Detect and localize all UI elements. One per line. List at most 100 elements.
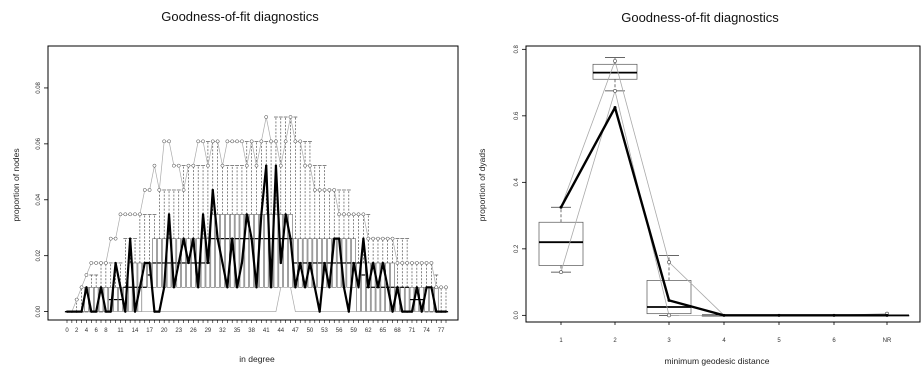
box xyxy=(264,214,269,288)
left-x-axis-label: in degree xyxy=(239,354,275,364)
outlier-point xyxy=(278,163,283,168)
observed-point xyxy=(211,188,214,192)
outlier-point xyxy=(322,188,327,192)
observed-point xyxy=(75,310,78,313)
observed-point xyxy=(308,261,312,265)
outlier-point xyxy=(337,212,341,217)
observed-point xyxy=(885,313,889,317)
observed-point xyxy=(99,286,103,289)
left-chart-title: Goodness-of-fit diagnostics xyxy=(161,9,319,24)
box xyxy=(361,262,366,312)
observed-point xyxy=(250,237,253,240)
outlier-point xyxy=(94,261,99,265)
outlier-point xyxy=(249,139,254,144)
outlier-point xyxy=(410,261,414,265)
observed-point xyxy=(318,310,321,313)
outlier-point xyxy=(380,236,385,241)
outlier-point xyxy=(439,285,443,290)
observed-point xyxy=(109,310,112,313)
observed-point xyxy=(832,313,836,317)
x-tick-label: 77 xyxy=(438,328,445,334)
observed-point xyxy=(90,310,93,313)
simulation-lower-line xyxy=(67,286,446,312)
observed-point xyxy=(401,310,404,313)
observed-point xyxy=(333,237,336,240)
outlier-point xyxy=(99,261,103,265)
x-tick-label: 65 xyxy=(379,328,386,334)
observed-point xyxy=(425,286,428,289)
observed-point xyxy=(153,310,156,313)
observed-point xyxy=(240,261,244,265)
observed-point xyxy=(420,310,423,313)
outlier-point xyxy=(342,212,346,217)
outlier-point xyxy=(298,139,303,144)
left-y-axis-label: proportion of nodes xyxy=(11,148,21,221)
observed-point xyxy=(435,310,438,313)
outlier-point xyxy=(274,139,278,144)
outlier-point xyxy=(84,273,89,277)
x-tick-label: NR xyxy=(883,338,892,344)
observed-point xyxy=(226,286,229,289)
observed-point xyxy=(323,261,326,265)
observed-point xyxy=(372,261,375,265)
outlier-point xyxy=(559,270,563,275)
outlier-point xyxy=(152,163,157,168)
right-marks xyxy=(538,57,910,318)
box xyxy=(273,214,279,288)
left-marks xyxy=(64,115,449,313)
observed-point xyxy=(221,261,224,265)
outlier-point xyxy=(167,139,171,144)
observed-point xyxy=(65,310,69,313)
observed-point xyxy=(352,261,355,265)
right-y-axis-label: proportion of dyads xyxy=(477,149,487,222)
observed-point xyxy=(163,286,166,289)
x-tick-label: 68 xyxy=(394,328,401,334)
x-tick-label: 6 xyxy=(832,338,836,344)
outlier-point xyxy=(356,212,361,217)
observed-line xyxy=(559,106,887,317)
observed-point xyxy=(313,286,316,289)
x-tick-label: 50 xyxy=(307,328,314,334)
observed-point xyxy=(206,261,210,265)
left-y-ticks: 0.00 0.02 0.04 0.06 0.08 xyxy=(36,81,48,317)
outlier-point xyxy=(133,212,137,217)
observed-point xyxy=(245,213,248,216)
outlier-point xyxy=(332,188,337,192)
outlier-point xyxy=(667,313,671,318)
observed-point xyxy=(279,261,282,265)
x-tick-label: 59 xyxy=(350,328,357,334)
x-tick-label: 35 xyxy=(234,328,241,334)
outlier-point xyxy=(366,236,371,241)
outlier-point xyxy=(79,285,84,290)
observed-point xyxy=(231,237,234,240)
simulation-upper-line xyxy=(560,59,888,316)
observed-point xyxy=(255,286,258,289)
outlier-point xyxy=(225,139,230,144)
x-tick-label: 32 xyxy=(219,328,226,334)
outlier-point xyxy=(288,115,293,119)
outlier-point xyxy=(201,139,205,144)
outlier-point xyxy=(303,163,307,168)
observed-point xyxy=(197,286,200,289)
outlier-point xyxy=(123,212,128,217)
outlier-point xyxy=(264,115,269,119)
left-panel: Goodness-of-fit diagnostics in degree pr… xyxy=(11,9,459,364)
outlier-point xyxy=(385,236,390,241)
box xyxy=(210,214,215,288)
outlier-point xyxy=(176,163,181,168)
outlier-point xyxy=(113,236,118,241)
outlier-point xyxy=(361,212,366,217)
outlier-point xyxy=(444,285,448,290)
observed-point xyxy=(138,286,141,289)
observed-point xyxy=(85,286,88,289)
x-tick-label: 20 xyxy=(161,328,168,334)
box xyxy=(538,221,584,266)
outlier-point xyxy=(613,59,617,63)
outlier-point xyxy=(293,139,298,144)
outlier-point xyxy=(254,163,259,168)
x-tick-label: 53 xyxy=(321,328,328,334)
x-tick-label: 4 xyxy=(85,328,89,334)
y-tick-label: 0.02 xyxy=(36,249,42,261)
outlier-point xyxy=(210,139,215,144)
